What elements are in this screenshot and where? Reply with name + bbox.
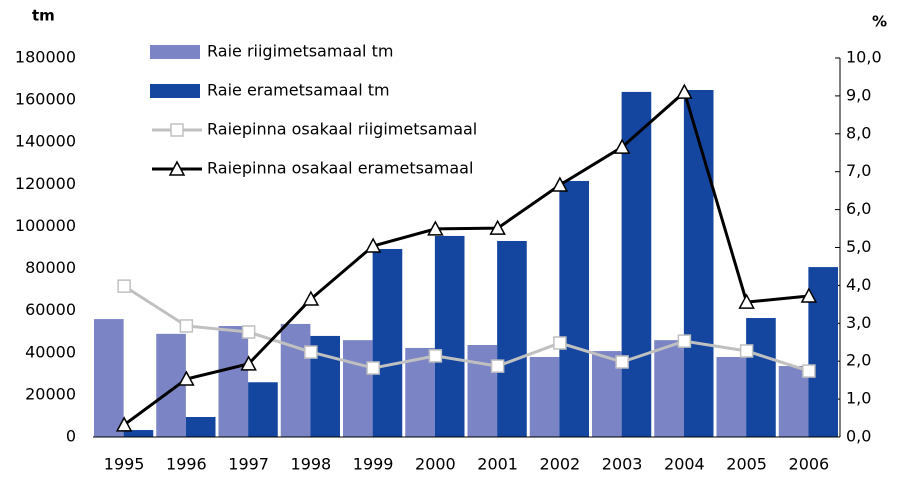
marker <box>366 361 380 375</box>
marker <box>553 336 567 350</box>
bar <box>280 323 311 437</box>
bar <box>716 356 747 437</box>
marker <box>115 416 133 432</box>
bar <box>94 319 124 437</box>
marker <box>676 83 693 99</box>
bar <box>467 344 498 437</box>
marker <box>240 355 257 371</box>
y-tick-label: 120000 <box>15 174 76 193</box>
x-tick-label: 1996 <box>166 455 207 474</box>
legend-swatch <box>150 84 200 98</box>
y2-tick-label: 8,0 <box>846 123 871 142</box>
y2-tick-label: 7,0 <box>846 161 871 180</box>
y-tick-label: 180000 <box>15 48 76 67</box>
y2-tick-label: 10,0 <box>846 48 882 67</box>
x-tick-label: 1995 <box>104 455 145 474</box>
marker <box>489 219 506 235</box>
x-tick-label: 2003 <box>602 455 643 474</box>
bar <box>497 240 527 437</box>
x-tick-label: 2000 <box>415 455 456 474</box>
y-tick-label: 100000 <box>15 216 76 235</box>
bar <box>559 180 589 437</box>
bar <box>248 382 278 437</box>
y2-tick-label: 2,0 <box>846 351 871 370</box>
marker <box>241 325 256 339</box>
marker <box>427 220 444 236</box>
y2-axis-title: % <box>872 13 887 31</box>
bar <box>343 340 373 437</box>
line <box>123 284 810 373</box>
marker <box>800 287 818 303</box>
y2-tick-label: 4,0 <box>846 275 871 294</box>
bar <box>185 416 216 437</box>
y-tick-label: 80000 <box>25 258 76 277</box>
y-tick-label: 140000 <box>15 132 76 151</box>
x-tick-label: 2004 <box>664 455 705 474</box>
legend: Raie riigimetsamaal tm Raie erametsamaal … <box>150 42 477 178</box>
bar <box>434 235 465 437</box>
x-tick-label: 1998 <box>291 455 332 474</box>
y2-tick-label: 3,0 <box>846 313 871 332</box>
legend-label: Raie erametsamaal tm <box>207 81 390 100</box>
marker <box>117 279 131 293</box>
marker <box>551 176 569 192</box>
marker <box>615 355 629 369</box>
bar <box>654 340 684 437</box>
bar <box>372 248 403 437</box>
marker <box>738 293 755 309</box>
legend-marker <box>168 160 186 176</box>
marker <box>739 344 754 358</box>
legend-label: Raiepinna osakaal erametsamaal <box>207 159 473 178</box>
marker <box>613 138 631 154</box>
bar <box>529 356 560 437</box>
legend-marker <box>170 123 184 137</box>
y2-tick-label: 5,0 <box>846 237 871 256</box>
bar <box>218 326 249 437</box>
bar <box>405 347 435 437</box>
bar <box>683 90 714 437</box>
y-tick-label: 40000 <box>25 342 76 361</box>
x-tick-label: 1997 <box>228 455 269 474</box>
y2-tick-label: 6,0 <box>846 199 871 218</box>
marker <box>490 359 505 373</box>
x-tick-label: 2006 <box>789 455 830 474</box>
x-tick-label: 2002 <box>540 455 581 474</box>
y-axis-title: tm <box>32 7 55 25</box>
bar <box>123 430 154 437</box>
marker <box>178 370 195 386</box>
bar <box>778 366 809 437</box>
y-tick-label: 0 <box>66 427 76 446</box>
legend-label: Raie riigimetsamaal tm <box>207 42 393 61</box>
marker <box>364 237 382 253</box>
bar <box>808 267 838 437</box>
line <box>123 89 810 427</box>
x-tick-label: 2001 <box>477 455 518 474</box>
y2-tick-label: 1,0 <box>846 389 871 408</box>
bar <box>746 318 776 437</box>
x-tick-label: 2005 <box>726 455 767 474</box>
marker <box>428 349 443 363</box>
legend-label: Raiepinna osakaal riigimetsamaal <box>207 120 477 139</box>
y-tick-label: 160000 <box>15 90 76 109</box>
marker <box>304 345 318 359</box>
y2-tick-label: 9,0 <box>846 85 871 104</box>
marker <box>179 319 194 333</box>
x-tick-label: 1999 <box>353 455 394 474</box>
y-tick-label: 20000 <box>25 384 76 403</box>
y2-tick-label: 0,0 <box>846 427 871 446</box>
y-tick-label: 60000 <box>25 300 76 319</box>
marker <box>677 334 692 348</box>
marker <box>302 290 320 306</box>
legend-swatch <box>150 45 200 59</box>
marker <box>802 364 816 378</box>
